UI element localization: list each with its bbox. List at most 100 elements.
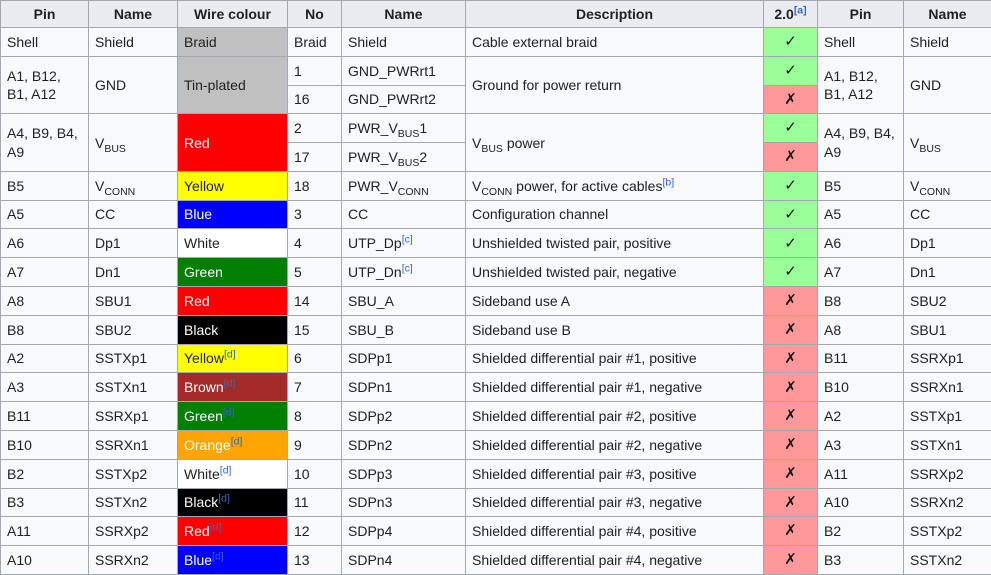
table-row: B3 SSTXn2 Black[d] 11 SDPn3 Shielded differen… — [0, 487, 991, 518]
cell-text: B11 — [7, 407, 31, 424]
cell-signal: Shield — [341, 27, 466, 57]
cell-pin: A11 — [0, 516, 89, 547]
cell-name2: SSTXp1 — [903, 401, 991, 431]
footnote-ref-link[interactable]: [d] — [223, 377, 236, 390]
cell-signal: SBU_A — [341, 286, 466, 316]
cell-text: 12 — [294, 523, 310, 540]
cell-text: Shell — [824, 33, 856, 50]
cell-signal: PWR_VCONN — [341, 170, 466, 201]
cell-text: White — [184, 235, 220, 252]
cell-no: 16 — [287, 84, 342, 115]
cell-text: PWR_V — [348, 148, 398, 165]
cell-text: Brown — [184, 379, 224, 396]
footnote-ref-link[interactable]: [d] — [222, 406, 235, 419]
cross-icon: ✗ — [784, 551, 797, 569]
column-header-name-signal: Name — [341, 0, 466, 28]
cell-text: White — [184, 465, 220, 482]
cell-text: Configuration channel — [472, 206, 609, 223]
table-row: A6 Dp1 White 4 UTP_Dp[c] Unshielded twisted p… — [0, 228, 991, 259]
cell-text: A4, B9, B4, A9 — [824, 125, 895, 160]
cell-name: GND — [88, 55, 178, 115]
footnote-ref-link[interactable]: [d] — [212, 550, 224, 563]
cell-text: power — [502, 134, 545, 151]
cell-no: 8 — [287, 401, 342, 431]
cell-text: 6 — [294, 350, 302, 367]
check-icon: ✓ — [784, 205, 797, 223]
cell-pin2: B10 — [817, 372, 904, 403]
cell-signal: SDPp1 — [341, 343, 466, 374]
cell-name: SBU2 — [88, 314, 178, 345]
cell-text: B8 — [7, 321, 25, 338]
cross-icon: ✗ — [784, 522, 797, 540]
cell-text: 18 — [294, 177, 310, 194]
cell-text: V — [910, 177, 920, 194]
footnote-ref-link[interactable]: [c] — [401, 233, 413, 246]
cell-text: B10 — [7, 436, 32, 453]
cell-text: Shielded differential pair #1, negative — [472, 379, 703, 396]
cell-wire: Blue — [177, 199, 288, 230]
cell-text: PWR_V — [348, 177, 398, 194]
cell-text: SDPn1 — [348, 379, 393, 396]
table-row: B5 VCONN Yellow 18 PWR_VCONN VCONN power, for… — [0, 170, 991, 201]
cell-text: Dp1 — [910, 235, 936, 252]
cell-text: power, for active cables — [512, 177, 663, 194]
check-icon: ✓ — [784, 61, 797, 79]
footnote-ref-link[interactable]: [c] — [401, 262, 413, 275]
cell-usb2: ✗ — [763, 401, 818, 431]
cell-text: A3 — [824, 436, 842, 453]
cell-desc: Sideband use B — [465, 314, 764, 345]
cell-text: 1 — [419, 120, 428, 137]
cell-text: PWR_V — [348, 120, 398, 137]
cell-text: 2 — [294, 120, 302, 137]
cell-text: Braid — [294, 33, 327, 50]
cell-text: UTP_Dn — [348, 264, 402, 281]
footnote-ref-link[interactable]: [b] — [662, 176, 675, 189]
cell-usb2: ✗ — [763, 545, 818, 575]
column-header-description: Description — [465, 0, 764, 28]
cell-text: B3 — [824, 551, 842, 568]
cell-pin: A6 — [0, 228, 89, 259]
cell-text: B10 — [824, 379, 849, 396]
cell-text: B8 — [824, 292, 842, 309]
cell-name: SBU1 — [88, 286, 178, 316]
table-row: A2 SSTXp1 Yellow[d] 6 SDPp1 Shielded differen… — [0, 343, 991, 374]
footnote-ref-link[interactable]: [d] — [230, 435, 243, 448]
cell-text: A10 — [7, 551, 32, 568]
table-body: Shell Shield Braid Braid Shield Cable externa… — [0, 27, 991, 575]
cell-text: Shield — [348, 33, 387, 50]
cell-text: Braid — [184, 33, 217, 50]
cell-text: SBU_B — [348, 321, 394, 338]
cell-pin2: B2 — [817, 516, 904, 547]
cell-pin: B8 — [0, 314, 89, 345]
cell-text: Yellow — [184, 177, 224, 194]
cell-text: SSRXn2 — [910, 494, 964, 511]
cell-text: Black — [184, 321, 219, 338]
cell-text: Cable external braid — [472, 33, 598, 50]
cell-text: SSTXp2 — [910, 523, 963, 540]
cell-text: Red — [184, 292, 210, 309]
cell-name: SSRXp2 — [88, 516, 178, 547]
footnote-ref-link[interactable]: [a] — [793, 4, 807, 17]
footnote-ref-link[interactable]: [d] — [219, 463, 232, 476]
footnote-ref-link[interactable]: [d] — [218, 492, 230, 505]
cell-name: SSTXn2 — [88, 487, 178, 518]
footnote-ref-link[interactable]: [d] — [209, 521, 222, 534]
cell-desc: Configuration channel — [465, 199, 764, 230]
cell-text: 1 — [294, 62, 302, 79]
footnote-ref-link[interactable]: [d] — [223, 348, 236, 361]
cell-name2: SSTXn2 — [903, 545, 991, 575]
cell-name2: VBUS — [903, 113, 991, 172]
cell-text: SDPn2 — [348, 436, 393, 453]
cell-text: Shield — [910, 33, 949, 50]
cell-text: 8 — [294, 407, 302, 424]
cell-wire: White[d] — [177, 458, 288, 489]
cell-text: UTP_Dp — [348, 235, 402, 252]
header-row: Pin Name Wire colour No Name Description… — [0, 0, 991, 28]
cell-usb2: ✓ — [763, 55, 818, 86]
cell-name2: SSTXn1 — [903, 429, 991, 460]
cell-text: 14 — [294, 292, 310, 309]
cell-pin2: A2 — [817, 401, 904, 431]
cell-name: Dn1 — [88, 257, 178, 288]
cell-text: A8 — [824, 321, 842, 338]
table-row: Shell Shield Braid Braid Shield Cable externa… — [0, 27, 991, 57]
